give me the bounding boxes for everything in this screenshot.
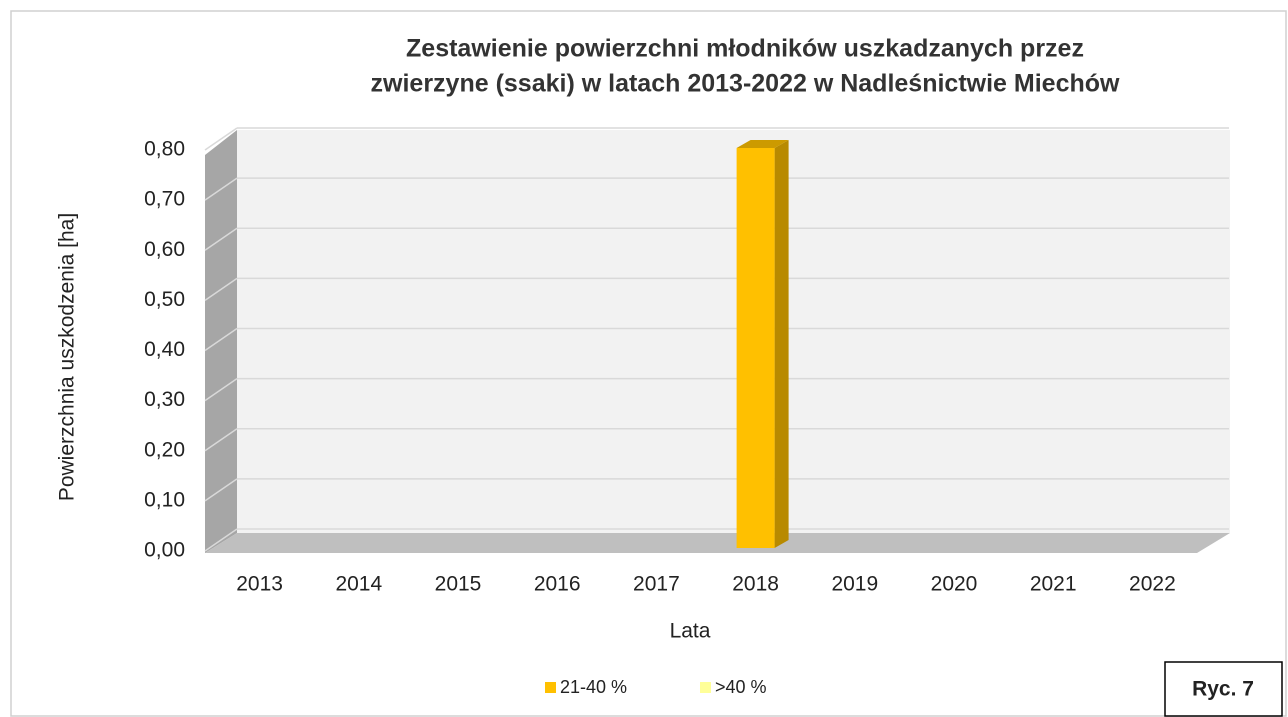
chart-title: Zestawienie powierzchni młodników uszkad… <box>406 35 1084 63</box>
bar <box>736 140 789 548</box>
y-tick-label: 0,60 <box>144 238 185 261</box>
x-tick-label: 2015 <box>435 573 482 596</box>
back-wall <box>237 130 1230 533</box>
figure-label-box <box>1164 661 1283 717</box>
y-tick-label: 0,20 <box>144 438 185 461</box>
y-tick-label: 0,50 <box>144 288 185 311</box>
y-tick-label: 0,00 <box>144 539 185 562</box>
legend-label: >40 % <box>715 677 767 697</box>
legend-swatch <box>700 682 711 693</box>
y-axis-title: Powierzchnia uszkodzenia [ha] <box>56 213 79 501</box>
x-tick-label: 2019 <box>831 573 878 596</box>
x-tick-label: 2018 <box>732 573 779 596</box>
side-grid-line <box>204 327 238 352</box>
figure-label: Ryc. 7 <box>1192 678 1254 701</box>
side-grid-line <box>204 127 238 151</box>
side-wall <box>205 130 237 553</box>
x-tick-label: 2022 <box>1129 573 1176 596</box>
side-grid-line <box>204 177 238 201</box>
legend-label: 21-40 % <box>560 677 627 697</box>
floor <box>205 533 1230 553</box>
legend-swatch <box>545 682 556 693</box>
side-grid-line <box>204 428 238 452</box>
bar-top <box>736 140 789 148</box>
x-tick-label: 2013 <box>236 573 283 596</box>
x-axis-title: Lata <box>670 620 711 643</box>
side-grid-line <box>204 277 238 301</box>
x-tick-label: 2016 <box>534 573 581 596</box>
side-grid-line <box>204 478 238 502</box>
y-tick-label: 0,40 <box>144 338 185 361</box>
side-grid-line <box>204 378 238 402</box>
x-tick-label: 2017 <box>633 573 680 596</box>
y-tick-label: 0,70 <box>144 188 185 211</box>
bar-side <box>774 140 789 548</box>
y-tick-label: 0,30 <box>144 388 185 411</box>
x-tick-label: 2014 <box>335 573 382 596</box>
x-tick-label: 2020 <box>931 573 978 596</box>
bar-front <box>736 148 775 548</box>
y-tick-label: 0,80 <box>144 138 185 161</box>
chart-title: zwierzyne (ssaki) w latach 2013-2022 w N… <box>371 70 1120 98</box>
y-tick-label: 0,10 <box>144 488 185 511</box>
x-tick-label: 2021 <box>1030 573 1077 596</box>
side-grid-line <box>204 528 238 552</box>
side-grid-line <box>204 227 238 251</box>
